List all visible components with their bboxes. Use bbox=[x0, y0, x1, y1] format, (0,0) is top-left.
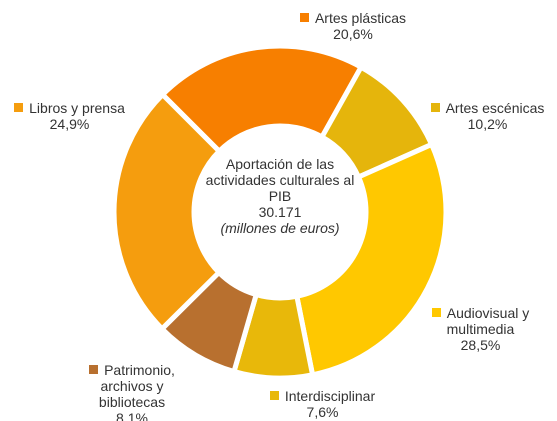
label-name: Audiovisual y multimedia bbox=[418, 305, 543, 337]
legend-swatch bbox=[269, 391, 279, 400]
category-name: Artes escénicas bbox=[445, 100, 545, 116]
label-name: Artes escénicas bbox=[425, 100, 550, 116]
legend-swatch bbox=[299, 13, 309, 22]
label-name: Interdisciplinar bbox=[255, 388, 390, 404]
label-name: Artes plásticas bbox=[278, 10, 428, 26]
label-name: Patrimonio, archivos y bibliotecas bbox=[72, 362, 192, 410]
value-label: 20,6% bbox=[333, 26, 373, 42]
center-text: Aportación de las actividades culturales… bbox=[205, 156, 355, 236]
legend-label: Interdisciplinar 7,6% bbox=[255, 388, 390, 420]
legend-label: Audiovisual y multimedia 28,5% bbox=[418, 305, 543, 353]
donut-segment bbox=[159, 43, 365, 155]
value-label: 7,6% bbox=[306, 404, 339, 420]
donut-segment bbox=[111, 91, 223, 333]
value-label: 28,5% bbox=[460, 337, 501, 353]
legend-label: Patrimonio, archivos y bibliotecas 8,1% bbox=[72, 362, 192, 421]
label-name: Libros y prensa bbox=[2, 100, 137, 116]
legend-label: Artes plásticas 20,6% bbox=[278, 10, 428, 42]
category-name: Patrimonio, archivos y bibliotecas bbox=[98, 362, 175, 410]
category-name: Libros y prensa bbox=[29, 100, 125, 116]
value-label: 10,2% bbox=[467, 116, 508, 132]
category-name: Artes plásticas bbox=[314, 10, 407, 26]
value-label: 24,9% bbox=[49, 116, 90, 132]
center-unit: (millones de euros) bbox=[220, 220, 340, 236]
center-title: Aportación de las actividades culturales… bbox=[205, 156, 355, 204]
donut-segment bbox=[293, 141, 449, 378]
legend-swatch bbox=[431, 308, 441, 317]
category-name: Audiovisual y multimedia bbox=[446, 305, 530, 337]
category-name: Interdisciplinar bbox=[284, 388, 376, 404]
legend-swatch bbox=[14, 103, 24, 112]
legend-label: Libros y prensa 24,9% bbox=[2, 100, 137, 132]
legend-swatch bbox=[89, 365, 99, 374]
legend-label: Artes escénicas 10,2% bbox=[425, 100, 550, 132]
legend-swatch bbox=[430, 103, 440, 112]
value-label: 8,1% bbox=[116, 410, 148, 421]
center-total: 30.171 bbox=[258, 204, 302, 220]
